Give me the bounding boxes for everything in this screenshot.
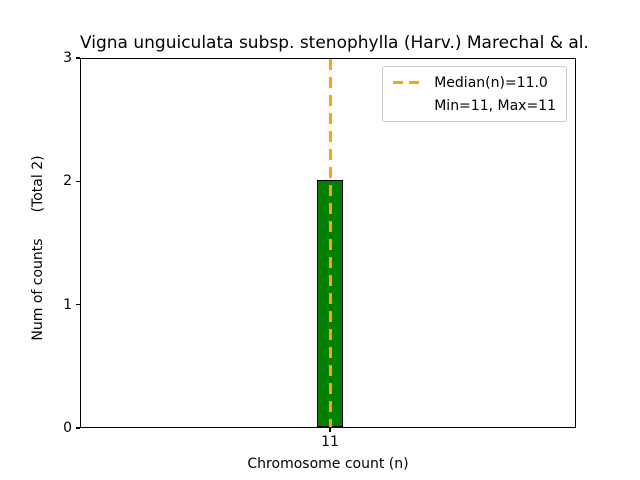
x-axis-label: Chromosome count (n) — [247, 456, 409, 472]
y-tick-label: 3 — [63, 50, 72, 66]
median-line — [329, 59, 332, 427]
y-tick-label: 1 — [63, 296, 72, 313]
legend-entry-minmax: Min=11, Max=11 — [393, 96, 556, 115]
y-axis-label-text: Num of counts — [30, 238, 46, 341]
plot-area: Median(n)=11.0 Min=11, Max=11 — [80, 58, 576, 428]
y-tick-label: 2 — [63, 173, 72, 190]
y-tick-mark — [76, 180, 80, 182]
chart-title: Vigna unguiculata subsp. stenophylla (Ha… — [80, 33, 589, 53]
legend-entry-median: Median(n)=11.0 — [393, 73, 556, 92]
x-tick-label: 11 — [321, 434, 339, 450]
median-dashed-line-icon — [393, 81, 426, 84]
y-axis-total-annotation: (Total 2) — [30, 155, 46, 213]
x-tick-mark — [329, 428, 331, 432]
y-tick-label: 0 — [63, 420, 72, 436]
legend: Median(n)=11.0 Min=11, Max=11 — [382, 66, 567, 122]
legend-label-median: Median(n)=11.0 — [434, 74, 548, 91]
y-tick-mark — [76, 57, 80, 59]
y-axis-label: Num of counts (Total 2) — [30, 155, 46, 340]
y-tick-mark — [76, 304, 80, 306]
legend-label-minmax: Min=11, Max=11 — [434, 97, 556, 114]
legend-symbol-spacer — [393, 104, 425, 107]
y-tick-mark — [76, 427, 80, 429]
